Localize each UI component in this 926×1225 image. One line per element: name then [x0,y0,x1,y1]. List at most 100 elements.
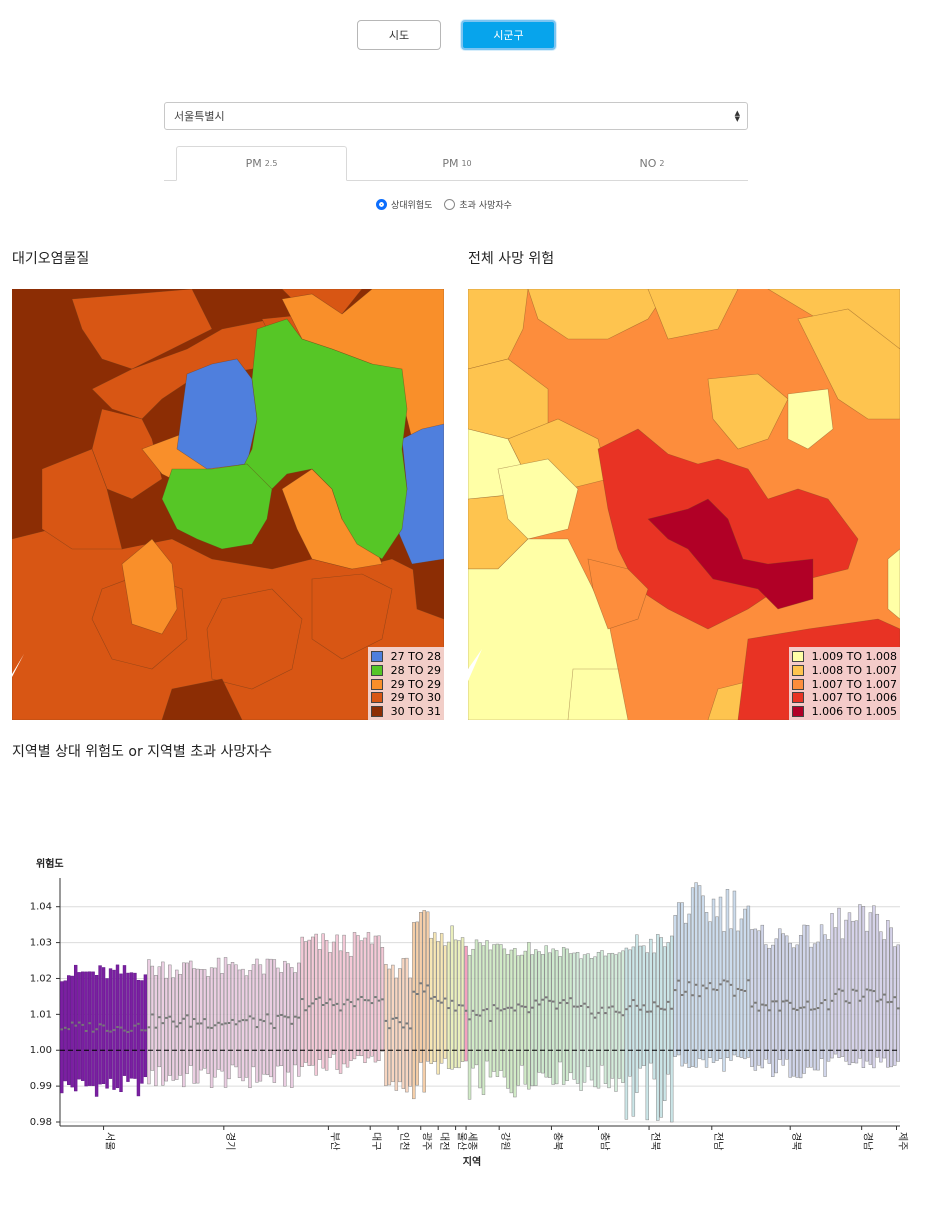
risk-legend-swatch [791,678,804,690]
x-tick-label: 세종 [466,1132,478,1150]
error-bar [729,928,733,1061]
estimate-point [185,1014,189,1017]
error-bar [391,964,395,1083]
estimate-point [182,1017,185,1020]
estimate-point [468,1018,471,1021]
tab-pm10-label: PM [442,156,459,170]
estimate-point [548,999,551,1002]
estimate-point [795,1008,799,1011]
risk-legend-item: 1.006 TO 1.005 [791,704,897,718]
estimate-point [618,1011,621,1014]
error-bar [837,907,841,1058]
error-bar [788,942,792,1078]
estimate-point [827,1008,830,1011]
estimate-point [600,1006,604,1009]
error-bar [624,947,629,1120]
estimate-point [475,1013,478,1016]
error-bar [544,945,548,1078]
estimate-point [119,1026,123,1029]
error-bar [290,967,294,1088]
error-bar [314,933,318,1076]
estimate-point [172,1020,175,1023]
estimate-point [715,988,719,991]
error-bar [861,906,866,1068]
error-bar [377,935,381,1061]
error-bar [237,969,242,1078]
error-bar [178,974,182,1076]
tab-pm25[interactable]: PM 2.5 [176,146,347,181]
estimate-point [781,1000,785,1003]
estimate-point [464,1009,468,1012]
estimate-point [461,1004,464,1007]
pollutant-map-svg [12,289,444,720]
estimate-point [572,1005,576,1008]
estimate-point [63,1026,67,1029]
estimate-point [105,1029,109,1032]
y-axis-label: 위험도 [36,857,64,870]
regional-risk-chart[interactable]: 0.98 0.99 1.00 1.01 1.02 1.03 1.04 위험도 지역 서울 경기 부산 대… [0,840,926,1180]
estimate-point [485,1008,489,1011]
pollutant-legend-swatch [370,664,383,676]
estimate-point [158,1016,161,1019]
error-bar [694,882,698,1068]
error-bar [617,952,622,1079]
error-bar [778,928,782,1060]
estimate-point [398,1021,402,1024]
x-tick-label: 충남 [599,1132,611,1150]
estimate-point [126,1031,130,1034]
error-bar [568,953,573,1074]
estimate-point [395,1016,398,1019]
estimate-point [510,1006,513,1009]
error-bar [858,904,862,1059]
error-bar [464,945,468,1062]
estimate-point [886,1001,890,1004]
estimate-point [67,1028,70,1031]
estimate-point [307,1005,311,1008]
estimate-point [761,1003,764,1006]
estimate-point [666,1000,670,1003]
estimate-point [754,1001,757,1004]
error-bar [471,948,475,1069]
risk-map[interactable]: 1.009 TO 1.008 1.008 TO 1.007 1.007 TO 1.0… [468,289,900,720]
tab-no2[interactable]: NO 2 [564,146,740,180]
estimate-point [74,1024,77,1027]
error-bar [373,935,378,1063]
error-bar [359,940,364,1057]
error-bar [199,969,203,1071]
error-bar [718,896,723,1060]
estimate-point [583,1002,586,1005]
pollutant-legend-label: 29 TO 29 [390,677,441,691]
estimate-point [604,1012,607,1015]
estimate-point [698,995,701,998]
estimate-point [269,1022,273,1025]
error-bar [750,929,754,1067]
error-bar [429,937,433,1064]
region-select[interactable]: 서울특별시 ▲ ▼ [164,102,748,130]
radio-excess-deaths[interactable] [444,199,456,210]
radio-relative-risk[interactable] [376,199,387,210]
y-tick-label: 0.99 [30,1081,52,1092]
error-bar [879,931,883,1063]
sigungu-button[interactable]: 시군구 [461,20,556,50]
error-bar [405,957,409,1093]
estimate-point [262,1020,266,1023]
error-bar [753,928,758,1071]
pollutant-legend-item: 29 TO 29 [370,677,441,691]
sido-button[interactable]: 시도 [357,20,441,50]
estimate-point [454,1009,457,1012]
error-bar [736,930,740,1058]
error-bar [182,962,186,1088]
tab-pm10[interactable]: PM 10 [368,146,546,180]
estimate-point [684,990,687,993]
error-bar [882,939,887,1059]
pollutant-map[interactable]: 27 TO 28 28 TO 29 29 TO 29 29 TO 30 30 TO 31 [12,289,444,720]
error-bar [255,958,259,1083]
error-bar [422,910,426,1093]
estimate-point [750,1005,754,1008]
estimate-point [625,1008,628,1011]
estimate-point [538,1003,541,1006]
error-bar [548,952,552,1078]
error-bar [265,958,270,1076]
estimate-point [503,1008,506,1011]
error-bar [516,955,521,1086]
